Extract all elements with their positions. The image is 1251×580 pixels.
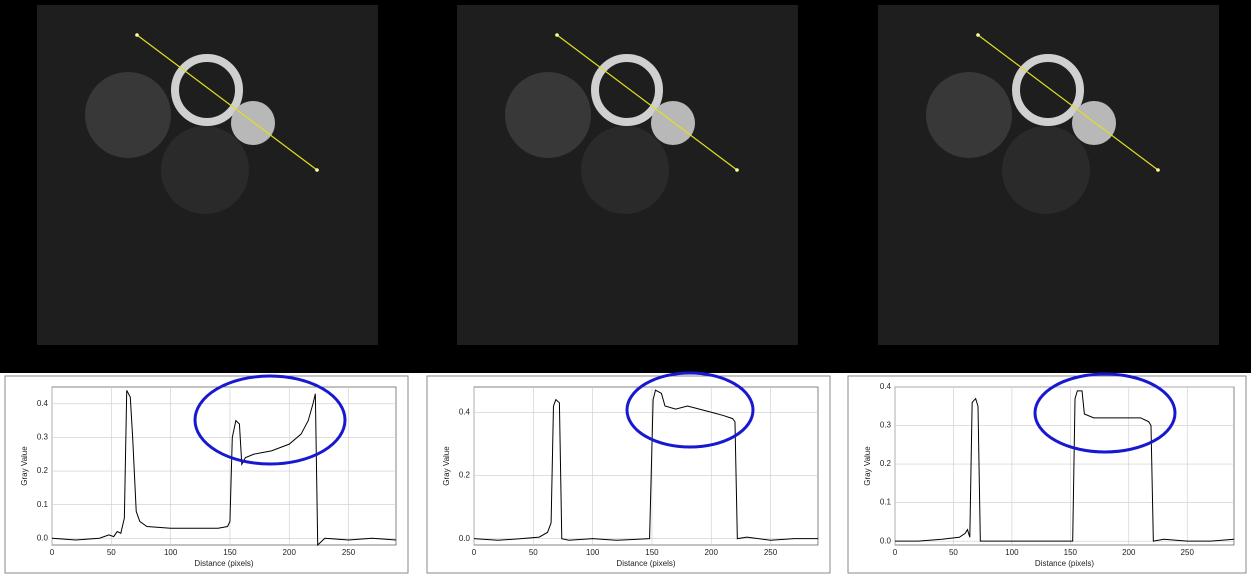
x-tick-label: 150 [1064, 548, 1078, 557]
x-tick-label: 0 [50, 548, 55, 557]
y-tick-label: 0.4 [880, 382, 892, 391]
y-tick-label: 0.3 [880, 421, 892, 430]
x-tick-label: 100 [164, 548, 178, 557]
x-tick-label: 200 [705, 548, 719, 557]
y-tick-label: 0.4 [459, 407, 471, 416]
ct-image [878, 5, 1219, 345]
y-tick-label: 0.2 [880, 459, 892, 468]
plots: 0 50 100 150 200 250 0.0 0.1 0.2 0.3 0.4 Distance (… [5, 376, 1246, 573]
x-tick-label: 250 [764, 548, 778, 557]
y-axis-label: Gray Value [442, 446, 451, 486]
figure: 0 50 100 150 200 250 0.0 0.1 0.2 0.3 0.4 Distance (… [0, 0, 1251, 575]
y-tick-label: 0.4 [37, 399, 49, 408]
x-tick-label: 50 [949, 548, 958, 557]
y-tick-label: 0.2 [459, 471, 471, 480]
x-tick-label: 100 [586, 548, 600, 557]
plot-area [474, 387, 818, 545]
x-tick-label: 0 [472, 548, 477, 557]
line-chart: 0 50 100 150 200 250 0.0 0.1 0.2 0.3 0.4 Distance (… [848, 376, 1246, 573]
y-axis-label: Gray Value [20, 446, 29, 486]
x-tick-label: 50 [529, 548, 538, 557]
x-tick-label: 150 [645, 548, 659, 557]
x-axis-label: Distance (pixels) [1035, 559, 1094, 568]
ct-image [37, 5, 378, 345]
y-tick-label: 0.0 [880, 536, 892, 545]
y-tick-label: 0.0 [459, 534, 471, 543]
y-tick-label: 0.3 [37, 433, 49, 442]
y-tick-label: 0.1 [37, 500, 49, 509]
x-axis-label: Distance (pixels) [194, 559, 253, 568]
x-tick-label: 50 [107, 548, 116, 557]
x-axis-label: Distance (pixels) [616, 559, 675, 568]
x-tick-label: 200 [283, 548, 297, 557]
x-tick-label: 100 [1005, 548, 1019, 557]
x-tick-label: 150 [223, 548, 237, 557]
ct-image [457, 5, 798, 345]
y-tick-label: 0.0 [37, 533, 49, 542]
x-tick-label: 0 [893, 548, 898, 557]
x-tick-label: 250 [342, 548, 356, 557]
y-axis-label: Gray Value [863, 446, 872, 486]
plot-area [895, 387, 1234, 545]
line-chart: 0 50 100 150 200 250 0.0 0.1 0.2 0.3 0.4 Distance (… [5, 376, 408, 573]
x-tick-label: 250 [1181, 548, 1195, 557]
y-tick-label: 0.2 [37, 466, 49, 475]
x-tick-label: 200 [1122, 548, 1136, 557]
y-tick-label: 0.1 [880, 498, 892, 507]
